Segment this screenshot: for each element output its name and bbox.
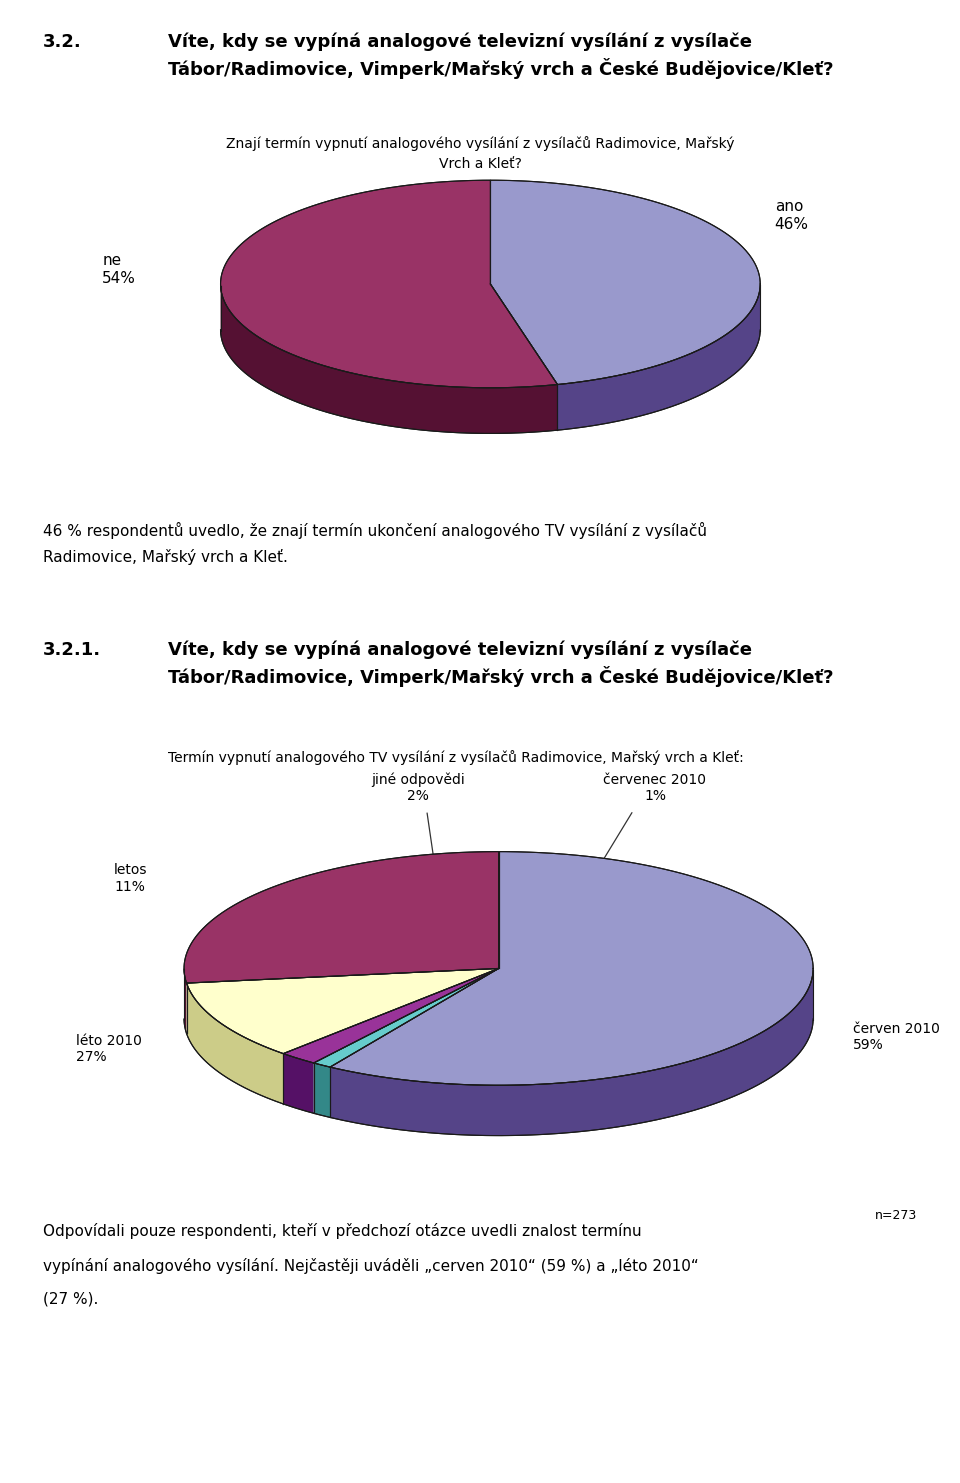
Text: vypínání analogového vysílání. Nejčastěji uváděli „cerven 2010“ (59 %) a „léto 2: vypínání analogového vysílání. Nejčastěj… bbox=[43, 1258, 699, 1274]
Text: n=273: n=273 bbox=[875, 1209, 917, 1222]
Text: léto 2010
27%: léto 2010 27% bbox=[76, 1034, 142, 1065]
Polygon shape bbox=[314, 1063, 330, 1117]
Text: (27 %).: (27 %). bbox=[43, 1292, 99, 1307]
Polygon shape bbox=[184, 851, 498, 983]
Polygon shape bbox=[184, 970, 186, 1034]
Polygon shape bbox=[186, 968, 498, 1053]
Text: 46 % respondentů uvedlo, že znají termín ukončení analogového TV vysílání z vysí: 46 % respondentů uvedlo, že znají termín… bbox=[43, 522, 708, 565]
Text: 3.2.: 3.2. bbox=[43, 33, 82, 50]
Text: Termín vypnutí analogového TV vysílání z vysílačů Radimovice, Mařský vrch a Kleť: Termín vypnutí analogového TV vysílání z… bbox=[168, 750, 744, 765]
Polygon shape bbox=[283, 968, 498, 1063]
Text: červen 2010
59%: červen 2010 59% bbox=[852, 1022, 940, 1051]
Text: Víte, kdy se vypíná analogové televizní vysílání z vysílače
Tábor/Radimovice, Vi: Víte, kdy se vypíná analogové televizní … bbox=[168, 33, 833, 79]
Polygon shape bbox=[221, 181, 558, 387]
Text: Odpovídali pouze respondenti, kteří v předchozí otázce uvedli znalost termínu: Odpovídali pouze respondenti, kteří v př… bbox=[43, 1223, 642, 1240]
Text: ano
46%: ano 46% bbox=[775, 199, 808, 231]
Text: 3.2.1.: 3.2.1. bbox=[43, 641, 102, 658]
Polygon shape bbox=[186, 983, 283, 1103]
Text: letos
11%: letos 11% bbox=[113, 863, 147, 894]
Polygon shape bbox=[330, 851, 813, 1086]
Text: červenec 2010
1%: červenec 2010 1% bbox=[604, 773, 707, 804]
Text: Znají termín vypnutí analogového vysílání z vysílačů Radimovice, Mařský
Vrch a K: Znají termín vypnutí analogového vysílán… bbox=[226, 136, 734, 171]
Polygon shape bbox=[283, 1053, 314, 1114]
Text: jiné odpovědi
2%: jiné odpovědi 2% bbox=[371, 773, 465, 804]
Polygon shape bbox=[558, 285, 760, 430]
Text: ne
54%: ne 54% bbox=[102, 254, 136, 286]
Polygon shape bbox=[330, 970, 813, 1136]
Text: Víte, kdy se vypíná analogové televizní vysílání z vysílače
Tábor/Radimovice, Vi: Víte, kdy se vypíná analogové televizní … bbox=[168, 641, 833, 687]
Polygon shape bbox=[314, 968, 498, 1068]
Polygon shape bbox=[491, 181, 760, 384]
Polygon shape bbox=[221, 286, 558, 433]
